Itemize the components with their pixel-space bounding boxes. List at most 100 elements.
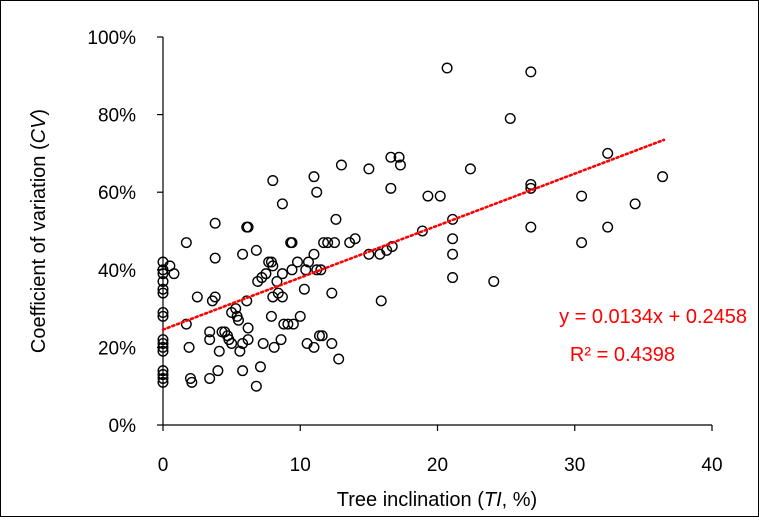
data-point bbox=[157, 306, 169, 318]
data-point bbox=[300, 264, 312, 276]
data-point bbox=[267, 260, 279, 272]
data-point bbox=[191, 291, 203, 303]
data-point bbox=[447, 213, 459, 225]
y-axis-ticks: 0% 20% 40% 60% 80% 100% bbox=[87, 28, 163, 437]
data-point bbox=[209, 217, 221, 229]
data-point bbox=[257, 338, 269, 350]
data-point bbox=[333, 353, 345, 365]
x-axis-ticks: 0 10 20 30 40 bbox=[158, 425, 723, 476]
data-point bbox=[157, 338, 169, 350]
data-point bbox=[213, 345, 225, 357]
x-tick-label: 40 bbox=[701, 455, 722, 476]
data-point bbox=[276, 291, 288, 303]
data-point bbox=[447, 272, 459, 284]
x-tick-label: 0 bbox=[158, 455, 169, 476]
data-point bbox=[393, 151, 405, 163]
data-point bbox=[504, 112, 516, 124]
data-point bbox=[385, 182, 397, 194]
data-point bbox=[234, 345, 246, 357]
data-point bbox=[157, 365, 169, 377]
data-point bbox=[308, 248, 320, 260]
y-tick-label: 40% bbox=[98, 261, 136, 282]
data-point bbox=[216, 326, 228, 338]
y-tick-label: 80% bbox=[98, 106, 136, 127]
data-point bbox=[260, 268, 272, 280]
data-point bbox=[349, 233, 361, 245]
data-point bbox=[183, 341, 195, 353]
data-point bbox=[265, 310, 277, 322]
data-point bbox=[525, 221, 537, 233]
y-axis-title-part: ) bbox=[28, 109, 50, 116]
data-point bbox=[335, 159, 347, 171]
data-point bbox=[286, 264, 298, 276]
data-point bbox=[326, 287, 338, 299]
data-point bbox=[302, 256, 314, 268]
data-point bbox=[212, 365, 224, 377]
data-point bbox=[237, 338, 249, 350]
data-point bbox=[282, 318, 294, 330]
data-point bbox=[308, 171, 320, 183]
data-point bbox=[311, 186, 323, 198]
data-point bbox=[315, 264, 327, 276]
data-point bbox=[318, 237, 330, 249]
r-squared-label: R² = 0.4398 bbox=[570, 344, 675, 366]
data-point bbox=[209, 291, 221, 303]
data-point bbox=[157, 283, 169, 295]
data-point bbox=[422, 190, 434, 202]
data-point bbox=[416, 225, 428, 237]
data-point bbox=[204, 372, 216, 384]
equation-label: y = 0.0134x + 0.2458 bbox=[559, 306, 747, 328]
data-point bbox=[209, 252, 221, 264]
data-point bbox=[294, 310, 306, 322]
data-point bbox=[464, 163, 476, 175]
data-point bbox=[316, 330, 328, 342]
data-point bbox=[602, 147, 614, 159]
data-point bbox=[394, 159, 406, 171]
data-point bbox=[157, 334, 169, 346]
data-point bbox=[180, 237, 192, 249]
data-point bbox=[226, 338, 238, 350]
data-point bbox=[326, 338, 338, 350]
x-axis-title-var: TI bbox=[484, 489, 502, 511]
data-point bbox=[250, 244, 262, 256]
data-point bbox=[330, 213, 342, 225]
data-point bbox=[441, 62, 453, 74]
data-point bbox=[204, 334, 216, 346]
data-point bbox=[276, 268, 288, 280]
data-point bbox=[242, 334, 254, 346]
data-point bbox=[576, 237, 588, 249]
y-tick-label: 20% bbox=[98, 338, 136, 359]
trendline bbox=[161, 138, 666, 331]
data-point bbox=[267, 175, 279, 187]
scatter-points bbox=[157, 62, 669, 392]
y-tick-label: 60% bbox=[98, 183, 136, 204]
data-point bbox=[525, 178, 537, 190]
data-point bbox=[576, 190, 588, 202]
data-point bbox=[204, 326, 216, 338]
y-tick-label: 100% bbox=[87, 28, 136, 49]
data-point bbox=[363, 163, 375, 175]
data-point bbox=[250, 380, 262, 392]
x-axis-title: Tree inclination (TI, %) bbox=[337, 489, 537, 511]
data-point bbox=[375, 295, 387, 307]
y-tick-label: 0% bbox=[109, 416, 137, 437]
y-axis-title: Coefficient of variation (CV) bbox=[28, 109, 50, 353]
data-point bbox=[254, 361, 266, 373]
x-axis-title-part: , %) bbox=[502, 489, 538, 511]
data-point bbox=[385, 151, 397, 163]
data-point bbox=[602, 221, 614, 233]
data-point bbox=[157, 341, 169, 353]
data-point bbox=[241, 295, 253, 307]
data-point bbox=[447, 248, 459, 260]
data-point bbox=[242, 221, 254, 233]
data-point bbox=[268, 341, 280, 353]
data-point bbox=[242, 322, 254, 334]
data-point bbox=[157, 369, 169, 381]
data-point bbox=[525, 66, 537, 78]
data-point bbox=[298, 283, 310, 295]
data-point bbox=[329, 237, 341, 249]
data-point bbox=[157, 287, 169, 299]
data-point bbox=[313, 330, 325, 342]
y-axis-title-var: CV bbox=[28, 114, 50, 143]
